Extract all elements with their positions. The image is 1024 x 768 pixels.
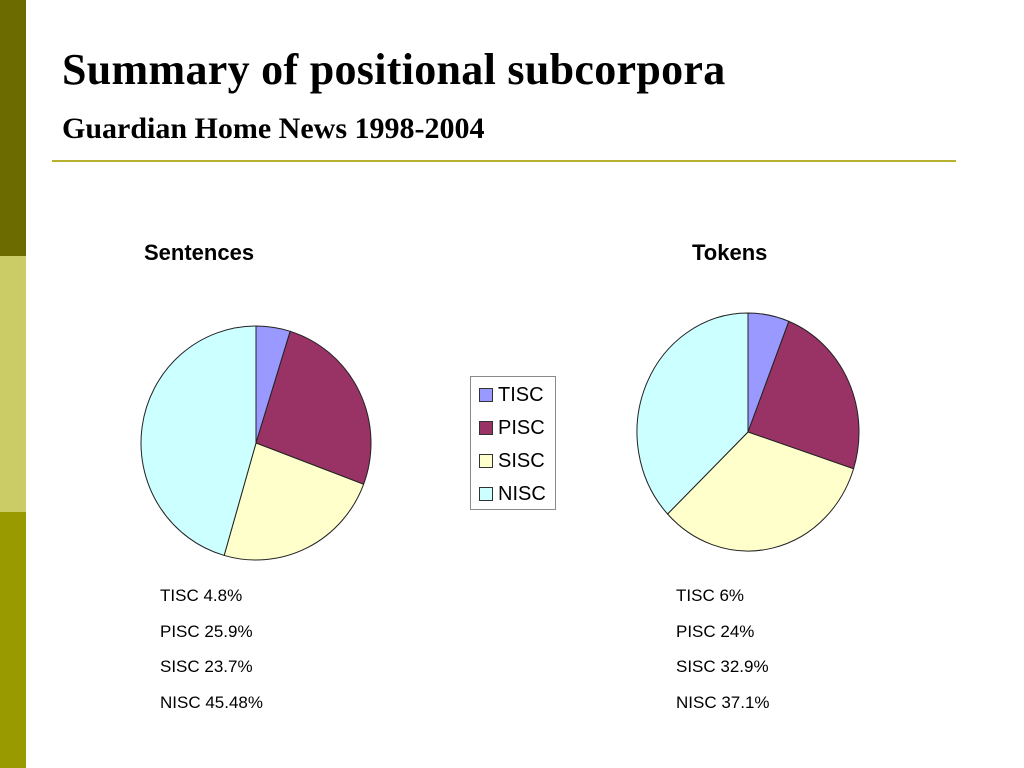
tokens-value-tisc: TISC 6% — [676, 586, 745, 605]
legend-label-sisc: SISC — [498, 449, 545, 472]
legend-item-nisc: NISC — [479, 482, 546, 506]
sentences-value-pisc: PISC 25.9% — [160, 621, 253, 641]
accent-bar-top — [0, 0, 26, 256]
legend-label-nisc: NISC — [498, 482, 546, 505]
slide-subtitle: Guardian Home News 1998-2004 — [62, 112, 485, 145]
tokens-value-pisc: PISC 24% — [676, 621, 755, 641]
tokens-slice-sisc — [666, 431, 855, 552]
legend-swatch-tisc — [479, 388, 493, 402]
tokens-value-sisc: SISC 32.9% — [676, 657, 769, 676]
tokens-value-list: TISC 6% PISC 24% SISC 32.9% NISC 37.1% — [676, 586, 770, 728]
tokens-chart-title: Tokens — [692, 240, 768, 265]
tokens-slice-nisc — [636, 312, 749, 515]
legend-swatch-nisc — [479, 487, 493, 501]
chart-legend: TISC PISC SISC NISC — [470, 376, 556, 510]
tokens-pie-chart — [636, 312, 860, 552]
sentences-slice-nisc — [140, 325, 257, 557]
legend-item-pisc: PISC — [479, 416, 545, 440]
legend-label-tisc: TISC — [498, 383, 544, 406]
legend-item-sisc: SISC — [479, 449, 545, 473]
sentences-value-tisc: TISC 4.8% — [160, 586, 243, 605]
accent-bar-bottom — [0, 512, 26, 768]
sentences-slice-sisc — [223, 442, 365, 561]
sentences-chart-title: Sentences — [144, 240, 255, 265]
tokens-slice-pisc — [747, 320, 860, 470]
sentences-pie-chart — [140, 325, 372, 561]
tokens-value-nisc: NISC 37.1% — [676, 692, 770, 712]
sentences-slice-pisc — [255, 330, 372, 485]
slide-title: Summary of positional subcorpora — [62, 45, 726, 94]
legend-item-tisc: TISC — [479, 383, 544, 407]
sentences-value-sisc: SISC 23.7% — [160, 657, 253, 676]
legend-swatch-pisc — [479, 421, 493, 435]
legend-label-pisc: PISC — [498, 416, 545, 439]
accent-bar-middle — [0, 256, 26, 512]
title-divider — [52, 160, 956, 162]
legend-swatch-sisc — [479, 454, 493, 468]
sentences-value-list: TISC 4.8% PISC 25.9% SISC 23.7% NISC 45.… — [160, 586, 263, 728]
sentences-value-nisc: NISC 45.48% — [160, 692, 263, 712]
